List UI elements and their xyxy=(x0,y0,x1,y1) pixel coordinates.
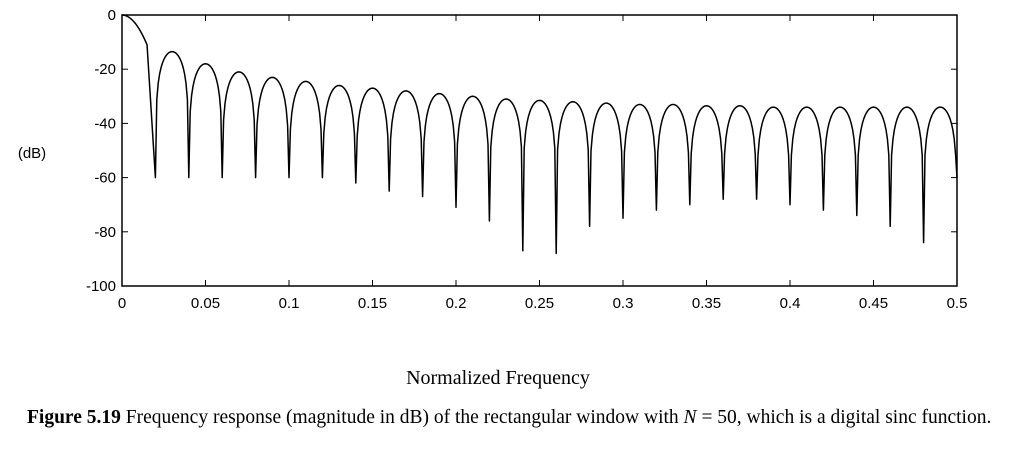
caption-text-1: Frequency response (magnitude in dB) of … xyxy=(120,407,684,428)
x-tick-label: 0.25 xyxy=(525,295,554,312)
figure-caption: Figure 5.19 Frequency response (magnitud… xyxy=(27,404,1017,431)
plot-frame xyxy=(121,14,958,287)
y-tick-label: -80 xyxy=(94,224,116,241)
y-tick-label: 0 xyxy=(108,7,116,24)
y-tick-label: -40 xyxy=(94,115,116,132)
y-axis-label: (dB) xyxy=(18,145,46,162)
x-tick-label: 0.5 xyxy=(947,295,968,312)
x-tick-label: 0.15 xyxy=(358,295,387,312)
x-tick-label: 0.1 xyxy=(279,295,300,312)
y-tick-label: -100 xyxy=(86,278,116,295)
y-tick-label: -60 xyxy=(94,170,116,187)
figure-number: Figure 5.19 xyxy=(27,407,121,428)
x-tick-label: 0 xyxy=(118,295,126,312)
x-tick-label: 0.45 xyxy=(859,295,888,312)
caption-text-2: = 50, which is a digital sinc function. xyxy=(696,407,992,428)
x-tick-label: 0.35 xyxy=(692,295,721,312)
x-axis-label: Normalized Frequency xyxy=(406,367,590,389)
x-tick-label: 0.05 xyxy=(191,295,220,312)
caption-variable: N xyxy=(683,407,697,428)
x-tick-label: 0.2 xyxy=(446,295,467,312)
frequency-response-line xyxy=(121,14,958,255)
y-tick-label: -20 xyxy=(94,61,116,78)
x-tick-label: 0.4 xyxy=(780,295,801,312)
frequency-response-chart: 0 0.05 0.1 0.15 0.2 0.25 0.3 0.35 0.4 0.45 0.5 0 -2… xyxy=(18,7,968,389)
x-tick-label: 0.3 xyxy=(613,295,634,312)
